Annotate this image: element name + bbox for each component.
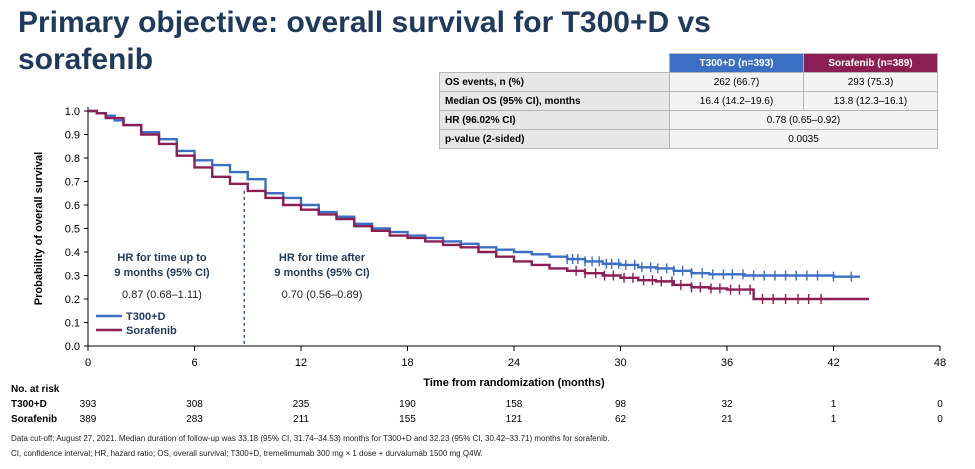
page-title: Primary objective: overall survival for … [18, 6, 711, 76]
y-tick-label: 0.3 [65, 271, 80, 283]
hr-late-value: 0.70 (0.56–0.89) [282, 289, 363, 301]
y-tick-label: 0.1 [65, 318, 80, 330]
stats-row-label: OS events, n (%) [439, 72, 670, 92]
hr-early-value: 0.87 (0.68–1.11) [122, 289, 202, 301]
stats-row: HR (96.02% CI) 0.78 (0.65–0.92) [439, 110, 938, 130]
risk-table: No. at risk T300+D 393 308 235 190 158 98 32 1 0 So… [11, 384, 943, 425]
x-axis-label: Time from randomization (months) [423, 377, 605, 389]
stats-row: p-value (2-sided) 0.0035 [439, 129, 938, 149]
hr-early-label: 9 months (95% CI) [114, 267, 210, 279]
stats-cell-sorafenib: 293 (75.3) [803, 72, 938, 92]
stats-cell-t300d: 16.4 (14.2–19.6) [669, 91, 804, 111]
hr-late-label: HR for time after [279, 252, 366, 264]
risk-count: 393 [80, 399, 97, 410]
risk-count: 283 [186, 414, 203, 425]
stats-row: Median OS (95% CI), months 16.4 (14.2–19… [439, 91, 938, 111]
risk-count: 190 [399, 399, 416, 410]
chart-axes: 0.0 0.1 0.2 0.3 0.4 0.5 0.6 0.7 0.8 0.9 1.0 0 6 12 18 2… [33, 106, 946, 389]
chart-annotations: HR for time up to 9 months (95% CI) 0.87 (… [114, 190, 370, 346]
risk-count: 389 [80, 414, 97, 425]
risk-row-label: Sorafenib [11, 414, 57, 425]
stats-row-label: HR (96.02% CI) [439, 110, 670, 130]
x-tick-label: 12 [295, 357, 307, 369]
stats-cell-merged: 0.78 (0.65–0.92) [669, 110, 938, 130]
risk-count: 158 [506, 399, 523, 410]
stats-table: T300+D (n=393) Sorafenib (n=389) OS even… [439, 53, 938, 149]
x-tick-label: 36 [721, 357, 733, 369]
y-tick-label: 0.7 [65, 177, 80, 189]
y-tick-label: 0.9 [65, 130, 80, 142]
stats-row: OS events, n (%) 262 (66.7) 293 (75.3) [439, 72, 938, 92]
risk-count: 62 [615, 414, 627, 425]
y-tick-label: 0.6 [65, 200, 80, 212]
x-tick-label: 6 [191, 357, 197, 369]
risk-count: 211 [293, 414, 309, 425]
risk-count: 1 [831, 399, 837, 410]
risk-count: 235 [293, 399, 310, 410]
y-axis-label: Probability of overall survival [33, 152, 45, 305]
risk-count: 0 [937, 414, 943, 425]
y-tick-label: 0.4 [65, 247, 80, 259]
x-tick-label: 30 [614, 357, 626, 369]
y-tick-label: 0.8 [65, 153, 80, 165]
x-tick-label: 18 [401, 357, 413, 369]
risk-count: 155 [399, 414, 416, 425]
stats-header-t300d: T300+D (n=393) [669, 53, 804, 73]
stats-header-row: T300+D (n=393) Sorafenib (n=389) [440, 53, 938, 73]
stats-row-label: p-value (2-sided) [439, 129, 670, 149]
stats-cell-t300d: 262 (66.7) [669, 72, 804, 92]
risk-count: 98 [615, 399, 627, 410]
stats-cell-merged: 0.0035 [669, 129, 938, 149]
y-tick-label: 0.5 [65, 224, 80, 236]
hr-early-label: HR for time up to [117, 252, 206, 264]
risk-table-title: No. at risk [11, 384, 60, 395]
x-tick-label: 0 [85, 357, 91, 369]
stats-header-blank [440, 54, 670, 73]
risk-count: 21 [721, 414, 733, 425]
risk-count: 1 [831, 414, 837, 425]
risk-count: 121 [506, 414, 523, 425]
hr-late-label: 9 months (95% CI) [274, 267, 370, 279]
chart-legend: T300+D Sorafenib [96, 311, 177, 337]
legend-label: T300+D [126, 311, 165, 323]
footnote-cutoff: Data cut-off: August 27, 2021. Median du… [11, 434, 610, 443]
chart-curves [88, 109, 869, 304]
footnote-abbreviations: CI, confidence interval; HR, hazard rati… [11, 449, 483, 458]
x-tick-label: 24 [508, 357, 520, 369]
x-tick-label: 42 [827, 357, 839, 369]
risk-count: 32 [721, 399, 733, 410]
risk-count: 308 [186, 399, 203, 410]
risk-row-label: T300+D [11, 399, 47, 410]
stats-cell-sorafenib: 13.8 (12.3–16.1) [803, 91, 938, 111]
risk-count: 0 [937, 399, 943, 410]
y-tick-label: 0.2 [65, 294, 80, 306]
stats-row-label: Median OS (95% CI), months [439, 91, 670, 111]
x-tick-label: 48 [934, 357, 946, 369]
stats-header-sorafenib: Sorafenib (n=389) [803, 53, 938, 73]
y-tick-label: 1.0 [65, 106, 80, 118]
legend-label: Sorafenib [126, 325, 177, 337]
y-tick-label: 0.0 [65, 341, 80, 353]
